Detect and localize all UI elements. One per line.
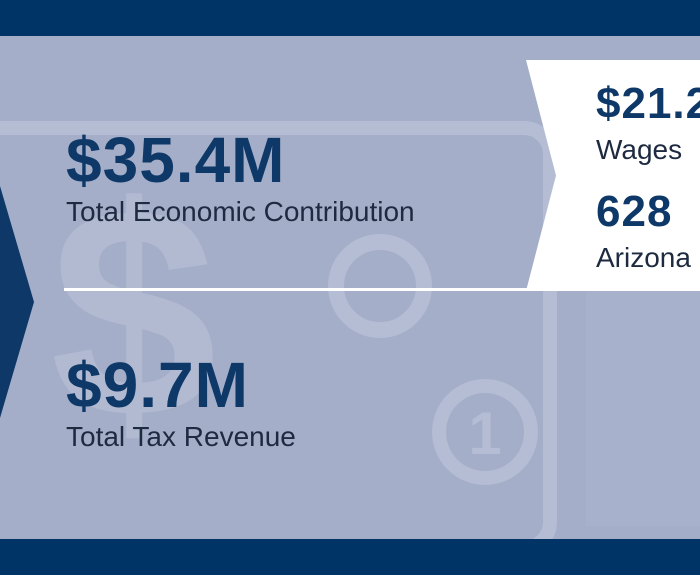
arizona-jobs-label: Arizona [596,242,691,273]
total-tax-revenue-value: $9.7M [66,349,249,421]
wages-value: $21.2 [596,79,700,128]
left-arrow-shape [0,186,34,418]
bill-denomination: 1 [468,400,501,467]
bottom-banner-band [0,539,700,575]
wages-label: Wages [596,134,683,165]
section-divider [64,288,530,291]
infographic-panel: 1 $ $35.4M Total Economic Contribution $… [0,36,700,539]
total-economic-contribution-value: $35.4M [66,124,286,196]
total-tax-revenue-label: Total Tax Revenue [66,421,296,452]
arizona-jobs-value: 628 [596,187,673,236]
total-economic-contribution-label: Total Economic Contribution [66,196,415,227]
top-banner-band [0,0,700,36]
dollar-bill-icon: 1 $ [0,121,700,539]
dollar-sign-glyph: $ [50,144,217,480]
